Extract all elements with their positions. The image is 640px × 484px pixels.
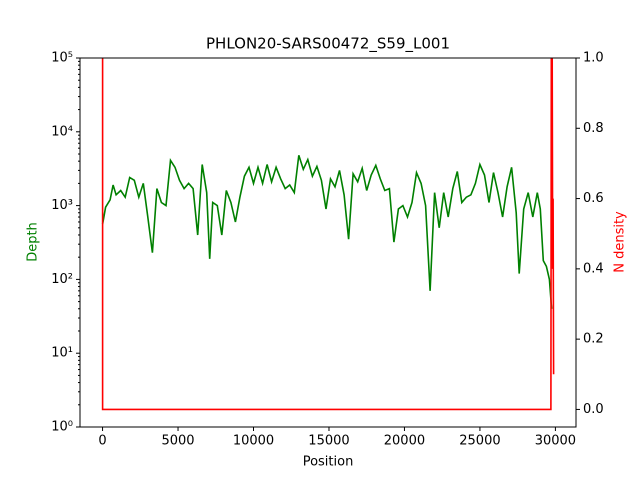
y-tick-label: 10⁵ [51,51,73,66]
y2-tick-label: 0.6 [583,191,604,206]
data-line [101,57,555,411]
y-tick-label: 10² [51,272,73,287]
y2-axis-label: N density [613,211,628,273]
x-tick-label: 5000 [161,434,194,449]
y2-tick-label: 0.2 [583,332,604,347]
data-line [101,155,553,309]
y2-tick-label: 0.4 [583,261,604,276]
y2-tick-label: 0.8 [583,121,604,136]
y2-tick-label: 0.0 [583,402,604,417]
chart-title: PHLON20-SARS00472_S59_L001 [206,35,450,54]
x-tick-label: 10000 [233,434,274,449]
x-tick-label: 15000 [308,434,349,449]
y-tick-label: 10¹ [51,346,73,361]
x-tick-label: 30000 [535,434,576,449]
y-tick-label: 10³ [51,198,73,213]
x-tick-label: 25000 [459,434,500,449]
y2-tick-label: 1.0 [583,51,604,66]
x-tick-label: 0 [98,434,106,449]
x-axis-label: Position [303,455,354,470]
y-tick-label: 10⁴ [51,124,73,139]
y-tick-label: 10⁰ [51,420,73,435]
plot-frame [79,57,577,428]
y-axis-label: Depth [26,222,41,262]
x-tick-label: 20000 [384,434,425,449]
